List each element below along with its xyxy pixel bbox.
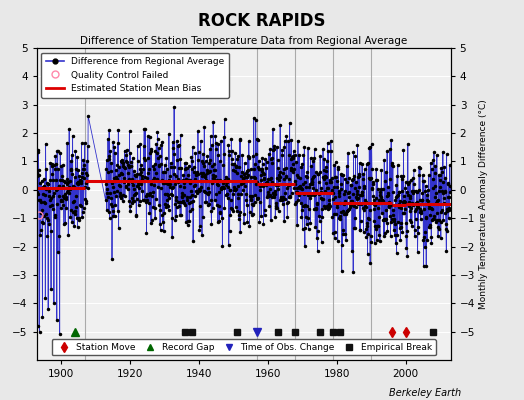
Text: Berkeley Earth: Berkeley Earth [389,388,461,398]
Y-axis label: Monthly Temperature Anomaly Difference (°C): Monthly Temperature Anomaly Difference (… [479,99,488,309]
Legend: Station Move, Record Gap, Time of Obs. Change, Empirical Break: Station Move, Record Gap, Time of Obs. C… [52,339,435,356]
Title: Difference of Station Temperature Data from Regional Average: Difference of Station Temperature Data f… [80,36,407,46]
Text: ROCK RAPIDS: ROCK RAPIDS [198,12,326,30]
